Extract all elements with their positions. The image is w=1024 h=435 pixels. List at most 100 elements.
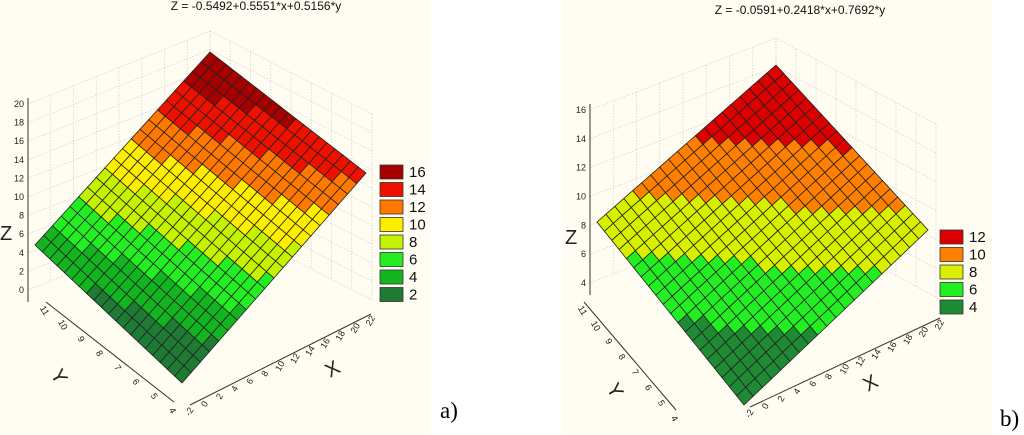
z-tick-label: 4 bbox=[581, 278, 586, 288]
wall-gridline bbox=[27, 49, 211, 123]
x-tick-label: 18 bbox=[901, 332, 915, 346]
surface-cell bbox=[200, 51, 219, 69]
legend-swatch bbox=[379, 182, 404, 197]
legend-swatch bbox=[939, 247, 964, 262]
legend-swatch bbox=[379, 234, 404, 250]
legend-label: 14 bbox=[409, 182, 426, 199]
legend-label: 16 bbox=[409, 164, 426, 181]
x-tick-label: 16 bbox=[318, 336, 332, 350]
legend-label: 8 bbox=[409, 234, 417, 251]
z-tick-label: 0 bbox=[19, 285, 24, 295]
x-tick-label: 20 bbox=[348, 321, 362, 335]
y-tick-label: 8 bbox=[616, 352, 627, 361]
y-tick-label: 4 bbox=[669, 414, 680, 423]
panel-label-b: b) bbox=[1000, 406, 1020, 431]
z-axis-title: Z bbox=[565, 227, 577, 249]
x-tick-label: 14 bbox=[303, 344, 317, 358]
x-tick-label: 16 bbox=[885, 340, 899, 354]
z-tick-label: 8 bbox=[581, 220, 586, 230]
y-tick-label: 5 bbox=[149, 392, 160, 401]
x-tick-label: 4 bbox=[229, 384, 240, 393]
z-tick-label: 6 bbox=[19, 229, 24, 239]
x-tick-label: 8 bbox=[259, 369, 270, 378]
y-tick-label: 8 bbox=[94, 349, 105, 358]
x-tick-label: 18 bbox=[333, 329, 347, 343]
z-axis-title: Z bbox=[0, 223, 12, 245]
y-tick-label: 5 bbox=[656, 398, 667, 407]
chart-title: Z = -0.5492+0.5551*x+0.5156*y bbox=[171, 0, 341, 13]
y-tick-label: 9 bbox=[76, 334, 87, 343]
x-tick-label: 8 bbox=[823, 372, 834, 381]
x-tick-label: 14 bbox=[869, 347, 883, 361]
legend-label: 4 bbox=[969, 299, 977, 316]
x-tick-label: 10 bbox=[273, 359, 287, 373]
wall-gridline bbox=[589, 66, 777, 140]
x-axis-line bbox=[749, 317, 941, 408]
legend-swatch bbox=[379, 199, 404, 215]
z-tick-label: 14 bbox=[14, 155, 24, 165]
legend-label: 6 bbox=[969, 282, 977, 299]
z-tick-label: 4 bbox=[19, 248, 24, 258]
x-tick-label: 12 bbox=[288, 352, 302, 366]
x-tick-label: 0 bbox=[760, 401, 771, 410]
legend-swatch bbox=[939, 282, 964, 297]
legend-label: 4 bbox=[409, 269, 417, 286]
legend-swatch bbox=[379, 269, 404, 285]
z-tick-label: 20 bbox=[14, 99, 24, 109]
legend-label: 10 bbox=[969, 247, 986, 264]
y-tick-label: 6 bbox=[130, 377, 141, 386]
surface-1 bbox=[596, 64, 929, 406]
legend-swatch bbox=[939, 299, 964, 315]
y-axis-line bbox=[45, 301, 175, 403]
z-tick-label: 14 bbox=[576, 134, 586, 144]
legend-label: 6 bbox=[409, 252, 417, 269]
z-tick-label: 6 bbox=[581, 249, 586, 259]
y-tick-label: 11 bbox=[38, 304, 51, 317]
z-tick-label: 16 bbox=[576, 105, 586, 115]
wall-gridline bbox=[775, 66, 937, 154]
z-tick-label: 8 bbox=[19, 211, 24, 221]
z-tick-label: 16 bbox=[14, 136, 24, 146]
y-tick-label: 10 bbox=[589, 319, 603, 333]
z-tick-label: 2 bbox=[19, 266, 24, 276]
x-tick-label: 20 bbox=[917, 325, 931, 339]
x-tick-label: 22 bbox=[933, 318, 947, 332]
legend-swatch bbox=[379, 164, 404, 180]
surface-0 bbox=[34, 51, 367, 384]
y-axis-line bbox=[583, 301, 677, 411]
z-tick-label: 10 bbox=[14, 192, 24, 202]
panel-label-a: a) bbox=[440, 398, 458, 423]
legend-label: 12 bbox=[969, 229, 986, 246]
x-tick-label: 2 bbox=[214, 392, 225, 401]
x-tick-label: 22 bbox=[364, 314, 378, 328]
y-tick-label: 9 bbox=[603, 337, 614, 346]
wall-gridline bbox=[27, 30, 211, 105]
legend-swatch bbox=[379, 252, 404, 267]
legend-swatch bbox=[379, 287, 404, 302]
wall-gridline bbox=[27, 67, 211, 142]
legend-swatch bbox=[939, 229, 964, 245]
legend-label: 10 bbox=[409, 217, 426, 234]
z-tick-label: 12 bbox=[576, 163, 586, 173]
x-tick-label: 0 bbox=[199, 399, 210, 408]
x-tick-label: 12 bbox=[853, 355, 867, 369]
x-tick-label: 6 bbox=[807, 379, 818, 388]
z-tick-label: 18 bbox=[14, 118, 24, 128]
surface-cell bbox=[766, 64, 785, 82]
y-tick-label: 4 bbox=[167, 406, 178, 415]
legend-label: 8 bbox=[969, 264, 977, 281]
legend-label: 12 bbox=[409, 199, 426, 216]
z-tick-label: 12 bbox=[14, 173, 24, 183]
x-tick-label: -2 bbox=[743, 408, 756, 420]
y-tick-label: 7 bbox=[112, 363, 123, 372]
y-tick-label: 6 bbox=[643, 383, 654, 392]
x-tick-label: 2 bbox=[775, 394, 786, 403]
x-axis-line bbox=[189, 313, 372, 406]
z-tick-label: 10 bbox=[576, 192, 586, 202]
x-tick-label: 4 bbox=[791, 387, 802, 396]
x-tick-label: -2 bbox=[183, 406, 196, 418]
x-tick-label: 10 bbox=[838, 362, 852, 376]
legend-swatch bbox=[379, 217, 404, 232]
x-tick-label: 6 bbox=[244, 376, 255, 385]
